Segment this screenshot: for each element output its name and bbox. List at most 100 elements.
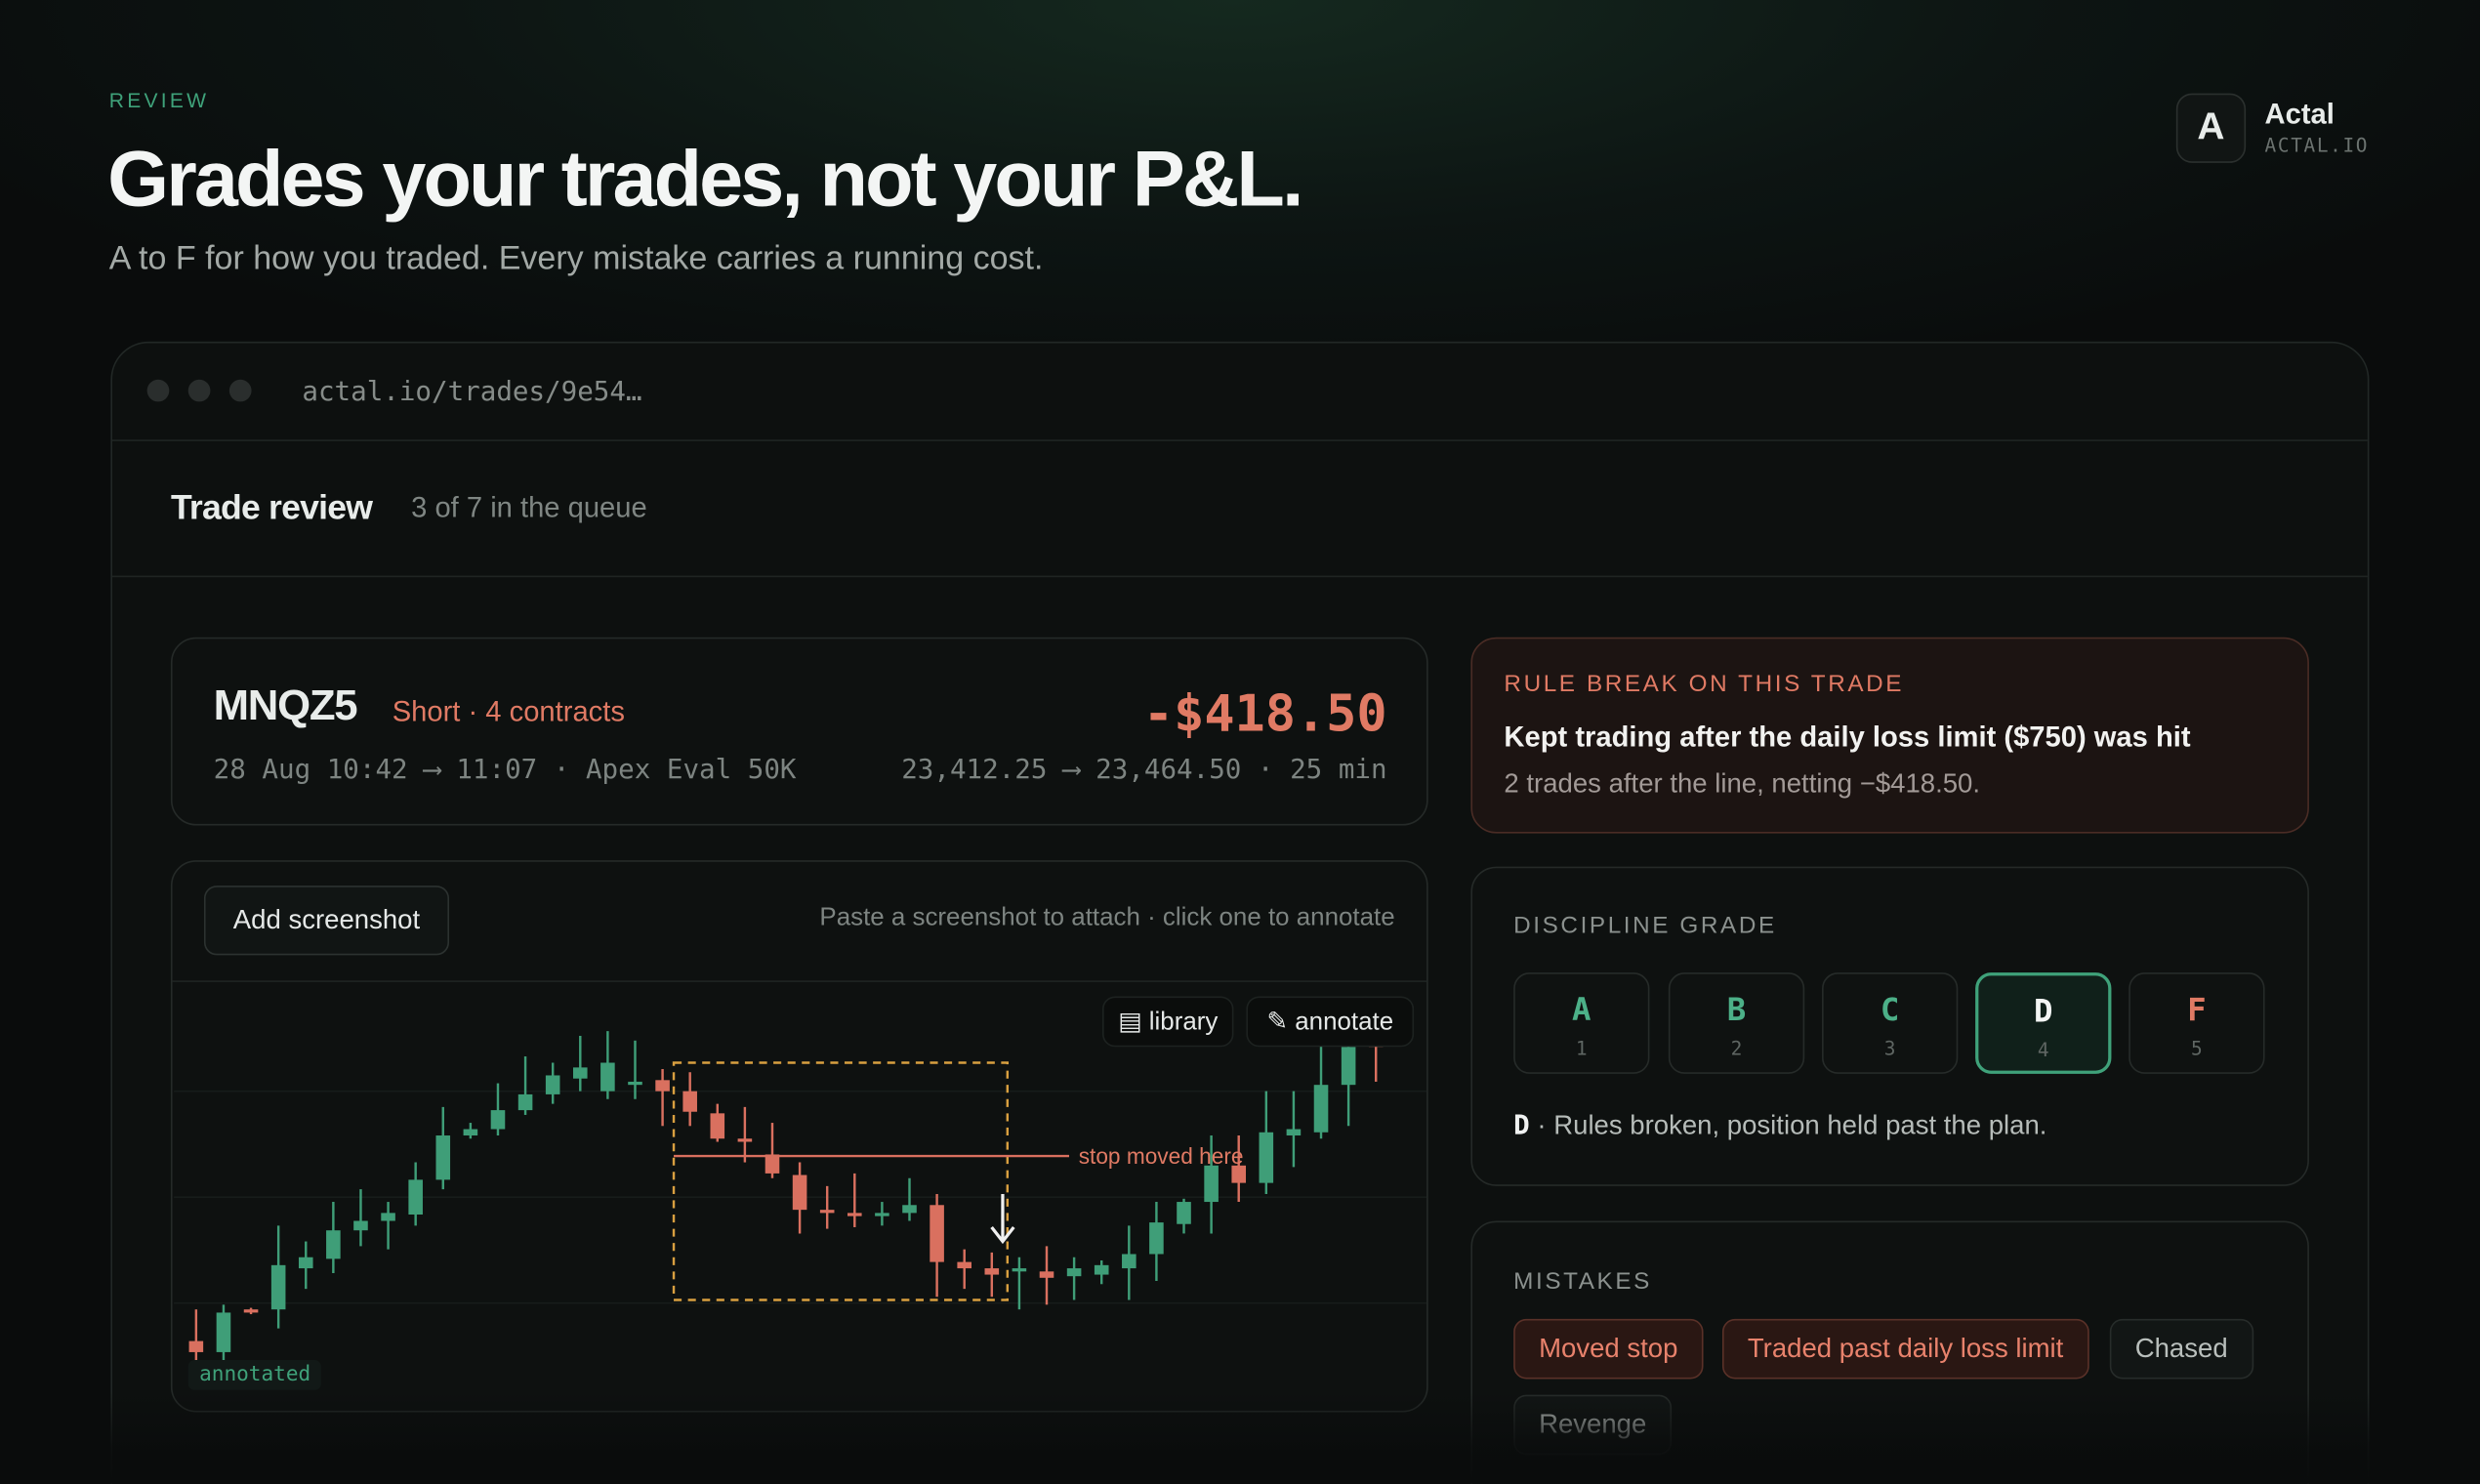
headline: Grades your trades, not your P&L.: [107, 134, 1303, 224]
candle-body: [572, 1067, 588, 1079]
grade-key: 4: [2037, 1039, 2049, 1061]
brand-name: Actal: [2264, 98, 2335, 130]
mistakes-label: MISTAKES: [1513, 1268, 1652, 1296]
annotate-button[interactable]: ✎ annotate: [1246, 996, 1415, 1048]
url[interactable]: actal.io/trades/9e54…: [302, 376, 642, 408]
candle-body: [1177, 1202, 1191, 1224]
candle-body: [1231, 1165, 1247, 1183]
chart-hint: Paste a screenshot to attach · click one…: [819, 904, 1395, 932]
trade-card: [170, 637, 1428, 826]
candle-body: [1066, 1268, 1082, 1277]
window-dot: [146, 379, 170, 402]
candle-body: [188, 1340, 204, 1352]
candle-body: [984, 1268, 1000, 1275]
grade-letter: A: [1572, 989, 1591, 1028]
candle-body: [710, 1113, 725, 1139]
candle-body: [1313, 1085, 1329, 1133]
annotation-arrow: [990, 1193, 1015, 1245]
candle-body: [682, 1091, 697, 1112]
candle-body: [1204, 1165, 1219, 1203]
grade-letter: C: [1880, 989, 1900, 1028]
symbol: MNQZ5: [213, 681, 358, 729]
candle-body: [1341, 1047, 1356, 1086]
candle-body: [298, 1257, 313, 1269]
candle-body: [1259, 1132, 1274, 1183]
page-title: Trade review: [170, 486, 373, 527]
candle-body: [243, 1309, 259, 1313]
candle-body: [792, 1175, 807, 1211]
mistake-tag[interactable]: Traded past daily loss limit: [1721, 1318, 2089, 1380]
candle-body: [326, 1230, 341, 1259]
brand-logo[interactable]: A: [2175, 93, 2247, 163]
candle-body: [1094, 1264, 1109, 1275]
candle-body: [1039, 1271, 1054, 1278]
discipline-label: DISCIPLINE GRADE: [1513, 912, 1777, 940]
pnl: -$418.50: [1142, 682, 1387, 744]
rule-break-label: RULE BREAK ON THIS TRADE: [1504, 670, 1905, 698]
candle-body: [819, 1210, 835, 1214]
mistake-tag[interactable]: Moved stop: [1513, 1318, 1704, 1380]
verdict: D · Rules broken, position held past the…: [1513, 1110, 2046, 1141]
candle-body: [463, 1129, 478, 1136]
annotated-badge: annotated: [187, 1360, 322, 1390]
window-dot: [228, 379, 252, 402]
candle-body: [353, 1220, 368, 1231]
divider: [112, 575, 2368, 578]
candle-body: [216, 1312, 231, 1352]
candle-body: [765, 1154, 780, 1174]
queue-status: 3 of 7 in the queue: [411, 491, 647, 524]
divider: [112, 439, 2368, 441]
candle-body: [381, 1213, 395, 1221]
candle-body: [930, 1205, 944, 1262]
brand-domain: ACTAL.IO: [2264, 134, 2370, 157]
grade-letter: F: [2187, 989, 2207, 1028]
bottom-fade: [0, 1391, 2480, 1484]
side: Short · 4 contracts: [392, 695, 625, 728]
annotation-label: stop moved here: [1079, 1143, 1244, 1169]
divider: [172, 980, 1427, 982]
candle-body: [545, 1075, 560, 1094]
library-button[interactable]: ▤ library: [1102, 996, 1234, 1048]
candle-body: [902, 1205, 917, 1214]
candle-body: [600, 1062, 615, 1092]
candle-body: [737, 1138, 753, 1142]
add-screenshot-button[interactable]: Add screenshot: [203, 886, 450, 956]
candle-body: [408, 1179, 423, 1216]
grade-letter: B: [1726, 989, 1747, 1028]
candle-body: [270, 1264, 286, 1310]
rule-break-detail: 2 trades after the line, netting −$418.5…: [1504, 768, 1981, 799]
candle-body: [490, 1110, 506, 1130]
grade-key: 1: [1575, 1037, 1588, 1060]
grade-key: 2: [1730, 1037, 1743, 1060]
rule-break-card: [1470, 637, 2309, 834]
candle-body: [847, 1213, 862, 1216]
grade-key: 3: [1883, 1037, 1896, 1060]
window-dot: [187, 379, 211, 402]
verdict-text: · Rules broken, position held past the p…: [1537, 1110, 2047, 1140]
candle-body: [628, 1081, 642, 1086]
verdict-grade: D: [1513, 1110, 1530, 1142]
candle-body: [435, 1135, 451, 1180]
mistake-tag[interactable]: Chased: [2109, 1318, 2253, 1380]
candle-body: [875, 1213, 889, 1216]
trade-prices: 23,412.25 ⟶ 23,464.50 · 25 min: [901, 754, 1387, 787]
rule-break-headline: Kept trading after the daily loss limit …: [1504, 721, 2191, 754]
grade-key: 5: [2191, 1037, 2203, 1060]
candles: [188, 1031, 1384, 1364]
candle-body: [655, 1080, 670, 1092]
eyebrow: REVIEW: [108, 88, 210, 113]
candle-body: [1149, 1222, 1164, 1255]
grade-letter: D: [2034, 991, 2053, 1030]
candle-body: [517, 1093, 533, 1111]
candle-body: [1012, 1268, 1027, 1272]
candle-body: [1286, 1129, 1302, 1136]
trade-times: 28 Aug 10:42 ⟶ 11:07 · Apex Eval 50K: [213, 754, 797, 787]
candle-body: [1122, 1254, 1137, 1269]
